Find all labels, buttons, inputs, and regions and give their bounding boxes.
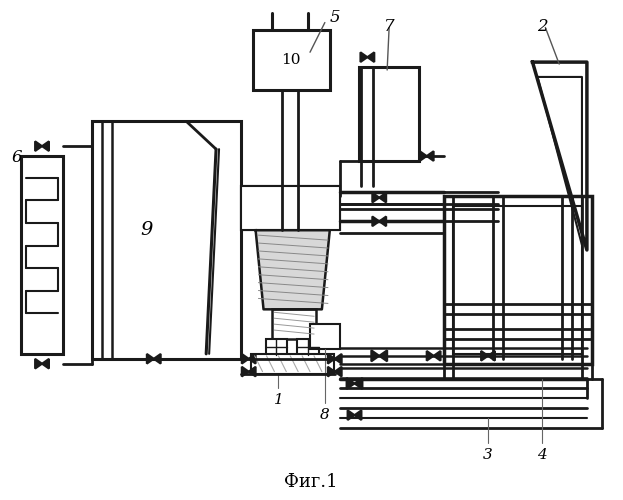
Text: Фиг.1: Фиг.1: [284, 474, 338, 492]
Polygon shape: [328, 354, 335, 364]
Polygon shape: [420, 151, 427, 161]
Polygon shape: [42, 142, 49, 151]
Polygon shape: [348, 410, 354, 420]
Polygon shape: [427, 151, 434, 161]
Bar: [359, 67, 419, 161]
Bar: [265, 339, 287, 355]
Bar: [21, 156, 63, 354]
Bar: [92, 122, 241, 359]
Polygon shape: [346, 378, 354, 389]
Polygon shape: [379, 216, 386, 226]
Text: 1: 1: [273, 394, 283, 407]
Polygon shape: [35, 142, 42, 151]
Bar: [310, 324, 340, 349]
Polygon shape: [154, 354, 161, 364]
Text: 3: 3: [483, 448, 493, 462]
Polygon shape: [42, 359, 49, 368]
Text: 5: 5: [330, 9, 340, 26]
Polygon shape: [242, 354, 249, 364]
Polygon shape: [379, 192, 386, 202]
Bar: [272, 310, 316, 339]
Text: 10: 10: [282, 53, 301, 67]
Polygon shape: [354, 378, 363, 389]
Polygon shape: [328, 367, 335, 376]
Polygon shape: [361, 52, 368, 62]
Polygon shape: [147, 354, 154, 364]
Polygon shape: [368, 52, 374, 62]
Bar: [444, 196, 592, 364]
Bar: [454, 206, 582, 354]
Text: 8: 8: [320, 408, 330, 422]
Polygon shape: [488, 351, 495, 360]
Polygon shape: [481, 351, 488, 360]
Bar: [241, 186, 340, 230]
Polygon shape: [35, 359, 42, 368]
Polygon shape: [335, 367, 341, 376]
Bar: [253, 30, 330, 90]
Text: 2: 2: [537, 18, 548, 34]
Polygon shape: [427, 351, 434, 360]
Polygon shape: [371, 350, 379, 362]
Polygon shape: [434, 351, 440, 360]
Polygon shape: [373, 216, 379, 226]
Polygon shape: [255, 230, 330, 310]
Polygon shape: [373, 192, 379, 202]
Polygon shape: [335, 354, 341, 364]
Bar: [241, 186, 340, 230]
Polygon shape: [354, 410, 361, 420]
Text: 9: 9: [141, 221, 153, 239]
Text: 7: 7: [384, 18, 394, 34]
Text: 4: 4: [538, 448, 547, 462]
Polygon shape: [379, 350, 387, 362]
Text: 6: 6: [11, 149, 22, 166]
Polygon shape: [249, 354, 255, 364]
Bar: [297, 339, 319, 355]
Polygon shape: [242, 367, 249, 376]
Bar: [250, 354, 334, 374]
Polygon shape: [249, 367, 255, 376]
